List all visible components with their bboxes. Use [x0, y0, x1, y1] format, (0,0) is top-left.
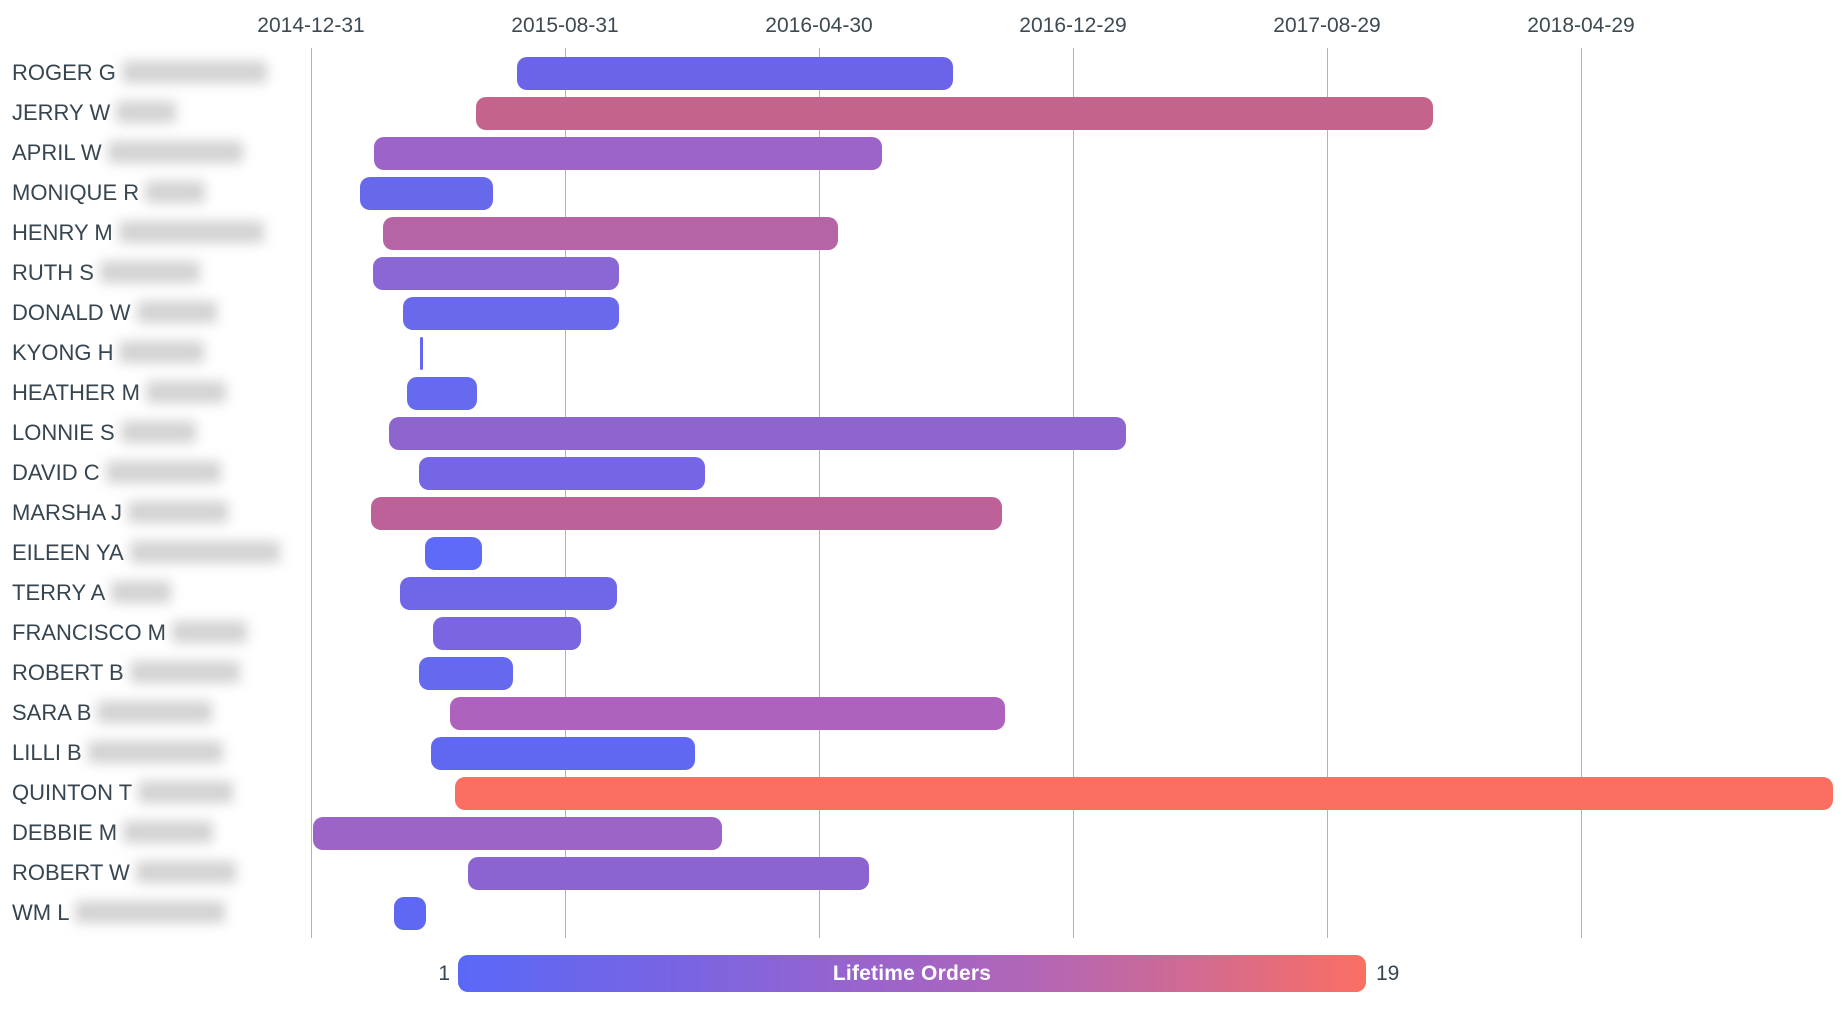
timeline-bar[interactable]: [389, 417, 1127, 450]
timeline-bar[interactable]: [516, 57, 953, 90]
row-label: MARSHA J: [12, 499, 229, 527]
row-label: SARA B: [12, 699, 213, 727]
legend-title: Lifetime Orders: [832, 961, 992, 985]
timeline-bar[interactable]: [450, 697, 1006, 730]
redacted-name-blur: [105, 461, 221, 484]
redacted-name-blur: [145, 181, 206, 204]
timeline-bar[interactable]: [393, 897, 426, 930]
row-label: TERRY A: [12, 579, 172, 607]
redacted-name-blur: [129, 541, 280, 564]
timeline-bar[interactable]: [402, 297, 620, 330]
redacted-name-blur: [97, 701, 213, 724]
row-label: KYONG H: [12, 339, 205, 367]
timeline-bar[interactable]: [383, 217, 838, 250]
redacted-name-blur: [120, 421, 196, 444]
timeline-bar[interactable]: [433, 617, 581, 650]
timeline-bar[interactable]: [370, 497, 1002, 530]
timeline-bar[interactable]: [467, 857, 870, 890]
row-label: DONALD W: [12, 299, 217, 327]
timeline-bar[interactable]: [360, 177, 493, 210]
timeline-bar[interactable]: [418, 457, 706, 490]
row-label: APRIL W: [12, 139, 243, 167]
row-label: EILEEN YA: [12, 539, 280, 567]
redacted-name-blur: [121, 61, 267, 84]
row-label: RUTH S: [12, 259, 200, 287]
row-label: ROBERT B: [12, 659, 240, 687]
x-axis-tick-label: 2016-04-30: [765, 14, 873, 37]
row-label: ROBERT W: [12, 859, 236, 887]
gridline: [1327, 48, 1328, 938]
redacted-name-blur: [129, 661, 240, 684]
redacted-name-blur: [123, 821, 214, 844]
legend-max-value: 19: [1376, 962, 1400, 985]
row-label: FRANCISCO M: [12, 619, 247, 647]
timeline-bar[interactable]: [431, 737, 695, 770]
redacted-name-blur: [107, 141, 243, 164]
timeline-bar[interactable]: [399, 577, 618, 610]
x-axis-tick-label: 2014-12-31: [257, 14, 365, 37]
redacted-name-blur: [119, 341, 205, 364]
row-label: DEBBIE M: [12, 819, 214, 847]
x-axis-tick-label: 2015-08-31: [511, 14, 619, 37]
legend-gradient-bar: Lifetime Orders: [458, 955, 1366, 992]
timeline-bar[interactable]: [313, 817, 722, 850]
timeline-bar[interactable]: [418, 657, 513, 690]
redacted-name-blur: [145, 381, 226, 404]
row-label: QUINTON T: [12, 779, 234, 807]
row-label: ROGER G: [12, 59, 267, 87]
legend-min-value: 1: [438, 962, 450, 985]
row-label: HENRY M: [12, 219, 264, 247]
redacted-name-blur: [136, 301, 217, 324]
row-label: DAVID C: [12, 459, 221, 487]
gridline: [565, 48, 566, 938]
gridline: [1581, 48, 1582, 938]
timeline-bar[interactable]: [419, 337, 423, 370]
redacted-name-blur: [118, 221, 264, 244]
row-label: LILLI B: [12, 739, 223, 767]
gridline: [1073, 48, 1074, 938]
redacted-name-blur: [135, 861, 236, 884]
redacted-name-blur: [138, 781, 234, 804]
x-axis-tick-label: 2018-04-29: [1527, 14, 1635, 37]
timeline-bar[interactable]: [455, 777, 1833, 810]
gridline: [819, 48, 820, 938]
timeline-bar[interactable]: [373, 137, 882, 170]
redacted-name-blur: [172, 621, 247, 644]
x-axis-tick-label: 2016-12-29: [1019, 14, 1127, 37]
row-label: JERRY W: [12, 99, 177, 127]
row-label: HEATHER M: [12, 379, 226, 407]
redacted-name-blur: [128, 501, 229, 524]
redacted-name-blur: [75, 901, 226, 924]
row-label: LONNIE S: [12, 419, 196, 447]
row-label: MONIQUE R: [12, 179, 206, 207]
timeline-bar[interactable]: [476, 97, 1433, 130]
redacted-name-blur: [99, 261, 200, 284]
redacted-name-blur: [116, 101, 177, 124]
row-label: WM L: [12, 899, 226, 927]
redacted-name-blur: [111, 581, 172, 604]
timeline-bar[interactable]: [407, 377, 478, 410]
timeline-bar[interactable]: [424, 537, 483, 570]
redacted-name-blur: [87, 741, 223, 764]
gridline: [311, 48, 312, 938]
timeline-bar[interactable]: [372, 257, 620, 290]
x-axis-tick-label: 2017-08-29: [1273, 14, 1381, 37]
